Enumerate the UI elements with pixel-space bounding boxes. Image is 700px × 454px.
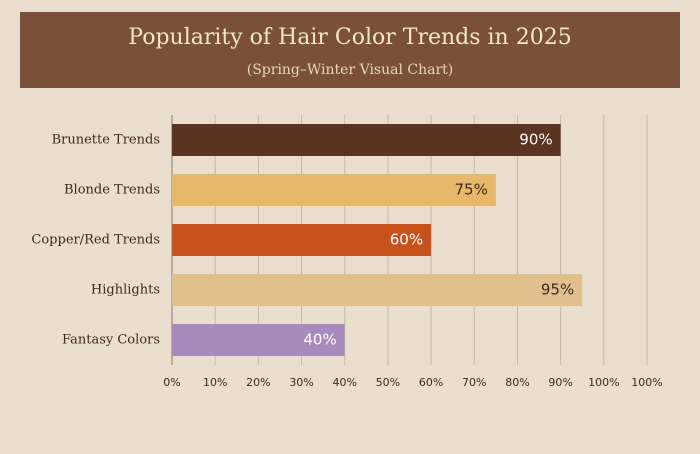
value-label: 75% (455, 181, 488, 199)
bar (172, 324, 345, 356)
bar (172, 274, 583, 306)
y-tick-label: Blonde Trends (64, 183, 160, 198)
x-tick-label: 0% (163, 376, 180, 389)
chart-title: Popularity of Hair Color Trends in 2025 (128, 25, 571, 50)
x-tick-label: 100% (631, 376, 662, 389)
value-label: 90% (519, 131, 552, 149)
x-tick-label: 10% (203, 376, 227, 389)
y-tick-label: Highlights (91, 283, 160, 298)
y-tick-label: Brunette Trends (52, 133, 160, 148)
y-tick-label: Fantasy Colors (62, 333, 160, 348)
x-tick-label: 90% (548, 376, 572, 389)
x-tick-label: 20% (246, 376, 270, 389)
title-banner (20, 12, 680, 88)
y-tick-label: Copper/Red Trends (31, 233, 160, 248)
x-tick-label: 60% (419, 376, 443, 389)
value-label: 40% (303, 331, 336, 349)
value-label: 95% (541, 281, 574, 299)
x-tick-label: 70% (462, 376, 486, 389)
bar (172, 224, 432, 256)
x-tick-label: 50% (376, 376, 400, 389)
value-label: 60% (390, 231, 423, 249)
x-tick-label: 30% (289, 376, 313, 389)
chart-subtitle: (Spring–Winter Visual Chart) (247, 62, 454, 78)
bar (172, 124, 561, 156)
x-tick-label: 100% (588, 376, 619, 389)
bar (172, 174, 496, 206)
x-tick-label: 80% (505, 376, 529, 389)
x-tick-label: 40% (333, 376, 357, 389)
